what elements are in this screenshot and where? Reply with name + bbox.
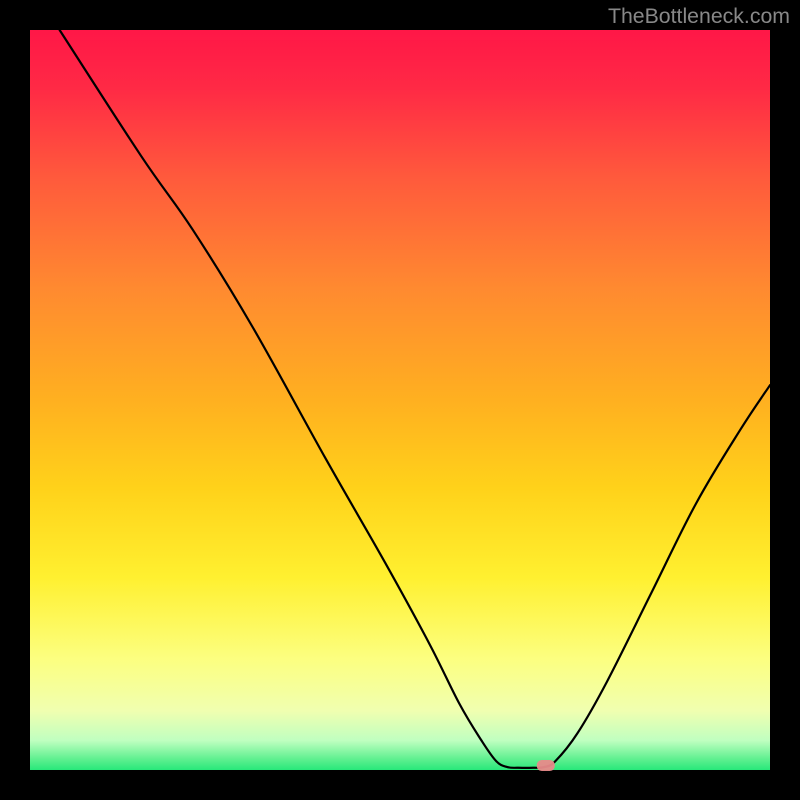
watermark-text: TheBottleneck.com (608, 4, 790, 29)
chart-container: TheBottleneck.com (0, 0, 800, 800)
bottleneck-curve-chart (0, 0, 800, 800)
plot-background (30, 30, 770, 770)
optimal-marker (537, 760, 555, 771)
